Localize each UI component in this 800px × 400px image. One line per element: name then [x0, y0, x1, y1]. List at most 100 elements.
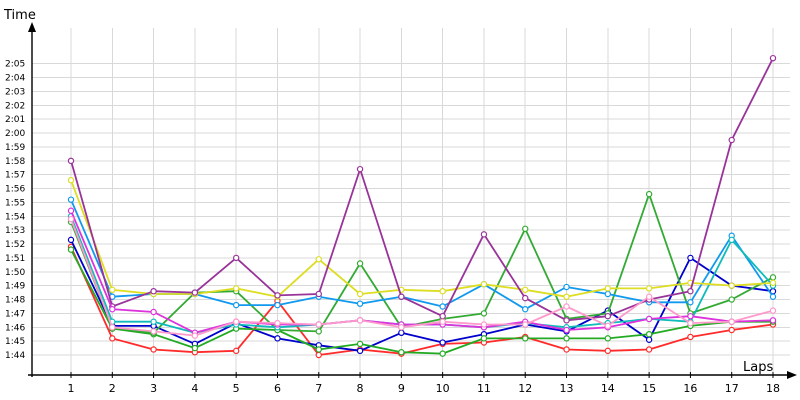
data-point — [109, 335, 116, 342]
data-point — [480, 310, 488, 317]
x-axis-arrow-icon — [787, 371, 797, 379]
data-point — [315, 321, 322, 328]
x-tick-label: 10 — [436, 382, 450, 395]
data-point — [563, 346, 570, 353]
data-point — [356, 317, 364, 324]
data-point — [687, 312, 694, 320]
data-point — [522, 306, 529, 313]
y-tick-label: 1:47 — [5, 309, 25, 319]
data-point — [232, 301, 240, 309]
x-tick-label: 13 — [560, 382, 574, 395]
x-tick-label: 12 — [518, 382, 532, 395]
data-point — [439, 318, 446, 325]
data-point — [604, 322, 612, 330]
data-point — [645, 190, 653, 198]
x-tick-label: 1 — [68, 382, 75, 395]
series-line — [70, 215, 774, 334]
y-axis-title: Time — [3, 8, 36, 23]
data-point — [769, 317, 777, 324]
data-point — [480, 335, 488, 342]
data-point — [480, 281, 488, 288]
data-point — [67, 236, 75, 244]
data-point — [150, 287, 157, 295]
data-point — [645, 315, 653, 323]
data-point — [274, 292, 281, 299]
y-tick-label: 1:56 — [5, 185, 25, 195]
data-point — [522, 321, 529, 328]
x-tick-label: 16 — [683, 382, 697, 395]
data-point — [67, 177, 75, 184]
x-tick-label: 15 — [642, 382, 656, 395]
data-point — [274, 319, 281, 327]
data-point — [67, 207, 75, 214]
data-point — [563, 326, 570, 334]
data-point — [67, 215, 75, 223]
data-point — [687, 299, 694, 306]
data-point — [604, 335, 612, 342]
data-point — [522, 225, 529, 232]
data-point — [645, 330, 653, 338]
data-point — [687, 287, 694, 295]
data-point — [67, 196, 75, 203]
series-line — [70, 218, 774, 337]
data-point — [398, 329, 405, 337]
data-point — [604, 290, 612, 298]
data-point — [645, 285, 653, 292]
x-tick-label: 8 — [357, 382, 364, 395]
x-tick-label: 2 — [109, 382, 116, 395]
series-line — [70, 179, 774, 298]
data-point — [687, 333, 694, 341]
data-point — [150, 346, 157, 353]
data-point — [315, 328, 322, 335]
data-point — [439, 287, 446, 295]
x-tick-label: 3 — [150, 382, 157, 395]
x-tick-label: 18 — [766, 382, 780, 395]
data-point — [563, 335, 570, 342]
y-axis-arrow-icon — [28, 22, 36, 32]
data-point — [191, 289, 199, 296]
data-point — [563, 283, 570, 291]
data-point — [728, 282, 735, 289]
data-point — [728, 318, 735, 325]
x-tick-label: 4 — [191, 382, 198, 395]
data-point — [191, 332, 199, 339]
data-point — [645, 293, 653, 300]
series-8 — [67, 54, 777, 324]
data-point — [67, 246, 75, 253]
data-point — [232, 254, 240, 262]
x-axis-title: Laps — [743, 360, 773, 375]
data-point — [109, 324, 116, 331]
data-point — [356, 347, 364, 355]
data-point — [769, 279, 777, 287]
data-point — [522, 335, 529, 342]
y-tick-label: 1:59 — [5, 143, 25, 153]
series-line — [70, 246, 774, 356]
data-point — [439, 350, 446, 357]
data-point — [315, 346, 322, 353]
series-7 — [67, 177, 777, 300]
data-point — [728, 136, 735, 144]
data-point — [769, 274, 777, 281]
y-tick-label: 1:52 — [5, 240, 25, 250]
y-tick-label: 1:58 — [5, 157, 25, 167]
data-point — [356, 260, 364, 267]
y-tick-label: 1:50 — [5, 268, 25, 278]
series-line — [70, 249, 773, 355]
data-point — [480, 231, 488, 238]
x-tick-label: 6 — [274, 382, 281, 395]
data-point — [315, 351, 322, 359]
y-tick-label: 1:44 — [5, 351, 25, 361]
y-tick-label: 2:00 — [5, 129, 25, 139]
data-point — [191, 344, 199, 352]
data-point — [109, 286, 116, 294]
data-point — [232, 347, 240, 355]
data-point — [398, 324, 405, 331]
y-tick-label: 1:46 — [5, 323, 25, 333]
data-point — [439, 312, 446, 320]
x-tick-label: 17 — [725, 382, 739, 395]
y-tick-label: 2:01 — [5, 115, 25, 125]
series-10 — [67, 215, 777, 339]
y-tick-label: 1:51 — [5, 254, 25, 264]
data-point — [109, 306, 116, 313]
